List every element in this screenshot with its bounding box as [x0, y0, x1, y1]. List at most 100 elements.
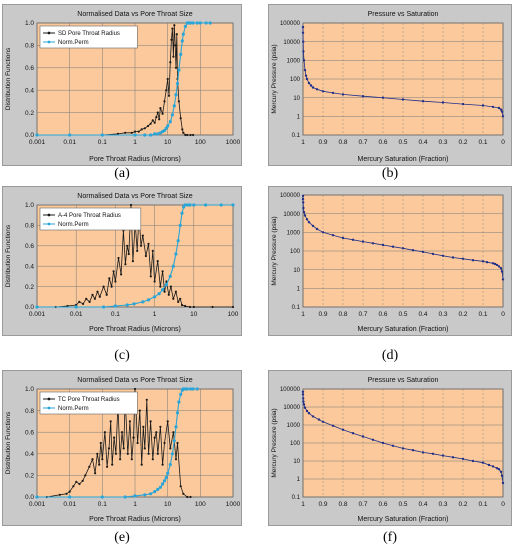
data-point: [500, 270, 504, 273]
data-point: [192, 133, 195, 137]
data-point: [401, 247, 405, 250]
data-point: [167, 94, 171, 97]
data-point: [141, 300, 145, 304]
x-axis-label: Mercury Saturation (Fraction): [357, 156, 448, 163]
data-point: [461, 257, 465, 260]
data-point: [317, 418, 321, 421]
chart-svg-c: Normalised Data vs Pore Throat Size 0.001…: [5, 193, 239, 333]
data-point: [191, 21, 195, 25]
data-point: [302, 201, 305, 204]
data-point: [159, 107, 162, 110]
data-point: [177, 400, 181, 404]
x-tick-label: 10: [164, 139, 172, 146]
data-point: [153, 295, 157, 299]
data-point: [180, 211, 184, 215]
data-point: [441, 101, 445, 104]
chart-panel-c: Normalised Data vs Pore Throat Size 0.001…: [2, 186, 242, 336]
data-point: [120, 273, 123, 276]
data-point: [307, 221, 311, 224]
data-point: [188, 203, 192, 207]
data-point: [168, 274, 172, 278]
data-point: [411, 249, 415, 252]
data-point: [302, 211, 306, 214]
data-point: [166, 420, 169, 423]
data-point: [303, 68, 307, 72]
legend-marker: [47, 222, 51, 226]
y-axis-label: Mercury Pressure (psia): [271, 44, 278, 113]
data-point: [177, 300, 180, 303]
x-tick-label: 0.3: [438, 311, 447, 318]
y-tick-label: 10000: [283, 40, 300, 46]
data-point: [499, 470, 503, 473]
data-point: [165, 280, 168, 283]
data-point: [151, 458, 154, 461]
data-point: [493, 262, 497, 266]
data-point: [174, 44, 177, 47]
legend-box: [39, 25, 138, 49]
data-point: [112, 270, 115, 273]
data-point: [184, 304, 187, 308]
x-tick-label: 0.001: [29, 311, 46, 318]
caption-d: (d): [381, 348, 399, 363]
x-axis-label: Mercury Saturation (Fraction): [357, 326, 448, 333]
data-point: [501, 481, 505, 485]
data-point: [100, 133, 104, 137]
data-point: [125, 303, 129, 307]
data-point: [175, 81, 180, 86]
data-point: [164, 283, 168, 287]
data-point: [165, 89, 168, 92]
data-point: [361, 240, 365, 243]
data-point: [302, 397, 305, 400]
data-point: [113, 304, 117, 308]
data-point: [211, 305, 214, 309]
y-tick-label: 0.8: [25, 408, 34, 415]
data-point: [156, 111, 159, 114]
data-point: [78, 300, 81, 303]
data-point: [421, 100, 425, 103]
data-point: [305, 409, 309, 413]
data-point: [156, 487, 160, 491]
data-point: [91, 458, 94, 461]
data-point: [102, 305, 106, 309]
legend-marker: [47, 31, 51, 35]
data-point: [181, 128, 184, 131]
x-tick-label: 0.1: [478, 501, 487, 508]
data-point: [179, 485, 182, 488]
legend-label: Norm.Perm: [58, 222, 89, 228]
y-tick-label: 0.4: [25, 87, 34, 94]
y-tick-label: 10000: [283, 405, 300, 411]
data-point: [119, 458, 122, 461]
data-point: [491, 105, 495, 109]
data-point: [170, 452, 174, 456]
x-axis-label: Pore Throat Radius (Microns): [89, 156, 181, 163]
data-point: [163, 100, 166, 103]
x-tick-label: 0.001: [29, 139, 46, 146]
data-point: [301, 393, 305, 396]
data-point: [100, 495, 104, 499]
y-tick-label: 1.0: [25, 202, 34, 209]
data-point: [331, 91, 335, 95]
data-point: [501, 115, 505, 118]
data-point: [169, 447, 172, 450]
x-tick-label: 0.4: [418, 139, 427, 146]
y-tick-label: 0.2: [25, 284, 34, 291]
data-point: [495, 263, 499, 267]
y-axis-label: Distribution Functions: [5, 47, 12, 110]
data-point: [302, 400, 305, 403]
legend-label: Norm.Perm: [58, 40, 89, 46]
data-point: [151, 249, 154, 252]
data-point: [189, 495, 192, 499]
x-tick-label: 0.2: [458, 501, 467, 508]
x-tick-label: 1000: [226, 139, 241, 146]
data-point: [181, 32, 185, 36]
data-point: [174, 66, 178, 69]
data-point: [123, 495, 127, 499]
data-point: [158, 485, 162, 489]
x-axis-label: Pore Throat Radius (Microns): [89, 326, 181, 333]
x-tick-label: 100: [195, 501, 206, 508]
data-point: [173, 24, 176, 27]
data-point: [195, 387, 199, 391]
data-point: [156, 260, 159, 263]
x-axis-label: Pore Throat Radius (Microns): [89, 516, 181, 523]
data-point: [189, 133, 192, 137]
